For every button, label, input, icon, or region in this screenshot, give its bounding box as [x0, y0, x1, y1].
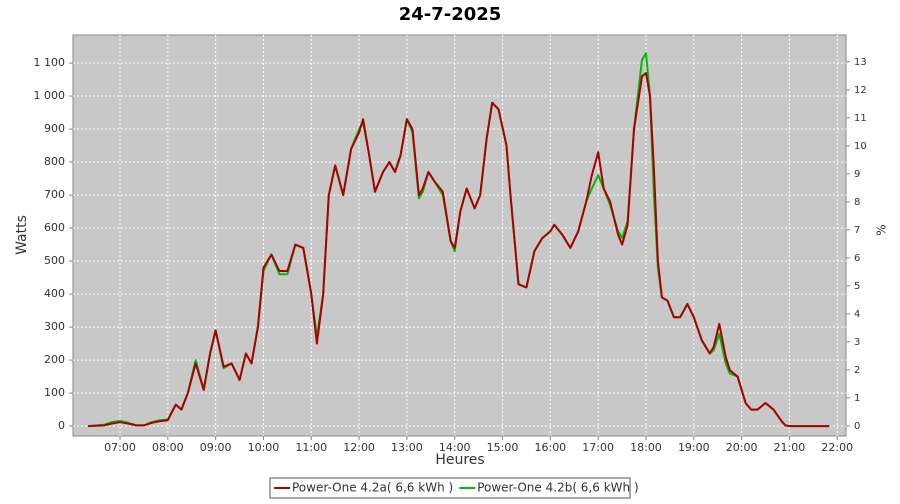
- x-tick-label: 19:00: [678, 441, 710, 454]
- y-tick-label: 400: [44, 287, 65, 300]
- y2-tick-label: 7: [854, 225, 860, 236]
- x-tick-label: 10:00: [248, 441, 280, 454]
- y2-tick-label: 2: [854, 365, 860, 376]
- y-tick-label: 300: [44, 320, 65, 333]
- y-tick-label: 1 000: [34, 89, 66, 102]
- x-tick-label: 18:00: [630, 441, 662, 454]
- y2-tick-label: 13: [854, 57, 867, 68]
- y-tick-label: 100: [44, 386, 65, 399]
- y-tick-label: 500: [44, 254, 65, 267]
- x-tick-label: 15:00: [487, 441, 519, 454]
- y2-tick-label: 3: [854, 337, 860, 348]
- x-tick-label: 17:00: [582, 441, 614, 454]
- y2-tick-label: 5: [854, 281, 860, 292]
- x-axis-label: Heures: [435, 452, 484, 468]
- x-tick-label: 13:00: [391, 441, 423, 454]
- y2-tick-label: 9: [854, 169, 860, 180]
- y2-tick-label: 10: [854, 141, 867, 152]
- x-tick-label: 08:00: [152, 441, 184, 454]
- y2-tick-label: 6: [854, 253, 860, 264]
- plot-area: [72, 34, 847, 437]
- y2-axis-label: %: [875, 224, 889, 235]
- series-line: [88, 72, 830, 428]
- x-tick-label: 16:00: [534, 441, 566, 454]
- y-tick-label: 200: [44, 353, 65, 366]
- x-tick-label: 22:00: [821, 441, 853, 454]
- y2-tick-label: 4: [854, 309, 860, 320]
- x-tick-label: 20:00: [726, 441, 758, 454]
- chart-title: 24-7-2025: [399, 4, 502, 25]
- y2-tick-label: 8: [854, 197, 860, 208]
- x-tick-label: 07:00: [104, 441, 136, 454]
- y2-tick-label: 0: [854, 421, 860, 432]
- y-tick-label: 600: [44, 221, 65, 234]
- legend: [269, 477, 631, 499]
- legend-label: Power-One 4.2b( 6,6 kWh ): [477, 481, 638, 495]
- grid: [73, 35, 846, 436]
- x-tick-label: 11:00: [295, 441, 327, 454]
- y2-tick-label: 12: [854, 85, 867, 96]
- y-tick-label: 700: [44, 188, 65, 201]
- y2-tick-label: 1: [854, 393, 860, 404]
- x-tick-label: 21:00: [774, 441, 806, 454]
- x-tick-label: 12:00: [343, 441, 375, 454]
- y-tick-label: 1 100: [34, 56, 66, 69]
- lines: [88, 52, 830, 428]
- legend-label: Power-One 4.2a( 6,6 kWh ): [292, 481, 453, 495]
- y-tick-label: 800: [44, 155, 65, 168]
- y-axis-label: Watts: [14, 215, 30, 255]
- y-tick-label: 0: [58, 419, 65, 432]
- y-tick-label: 900: [44, 122, 65, 135]
- y2-tick-label: 11: [854, 113, 867, 124]
- x-tick-label: 14:00: [439, 441, 471, 454]
- x-tick-label: 09:00: [200, 441, 232, 454]
